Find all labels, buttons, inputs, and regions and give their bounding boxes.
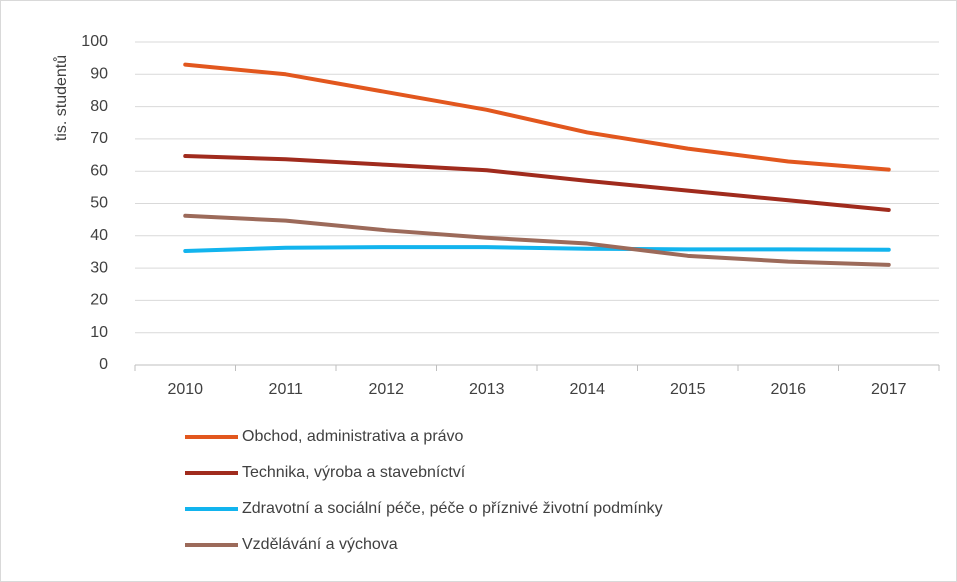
y-tick-label: 50 <box>90 195 108 212</box>
x-tick-label: 2016 <box>770 381 806 398</box>
y-tick-label: 30 <box>90 259 108 276</box>
y-tick-label: 0 <box>99 356 108 373</box>
y-tick-label: 100 <box>81 33 108 50</box>
y-tick-label: 10 <box>90 324 108 341</box>
y-tick-label: 20 <box>90 292 108 309</box>
series-line <box>183 213 891 267</box>
legend-label: Vzdělávání a výchova <box>242 536 398 553</box>
y-tick-label: 90 <box>90 66 108 83</box>
y-tick-label: 70 <box>90 130 108 147</box>
x-tick-label: 2013 <box>469 381 505 398</box>
x-tick-label: 2011 <box>269 381 304 398</box>
x-tick-label: 2015 <box>670 381 706 398</box>
y-tick-label: 80 <box>90 98 108 115</box>
x-tick-label: 2017 <box>871 381 907 398</box>
legend-label: Zdravotní a sociální péče, péče o přízni… <box>242 500 663 517</box>
legend-label: Technika, výroba a stavebníctví <box>242 464 466 481</box>
series-line <box>183 62 891 172</box>
y-tick-label: 40 <box>90 227 108 244</box>
x-tick-label: 2012 <box>368 381 404 398</box>
series-line <box>183 154 891 212</box>
y-axis-label: tis. studentů <box>52 55 70 141</box>
legend-label: Obchod, administrativa a právo <box>242 428 464 445</box>
series-line <box>183 245 891 253</box>
x-tick-label: 2010 <box>167 381 203 398</box>
x-tick-label: 2014 <box>569 381 605 398</box>
y-tick-label: 60 <box>90 162 108 179</box>
